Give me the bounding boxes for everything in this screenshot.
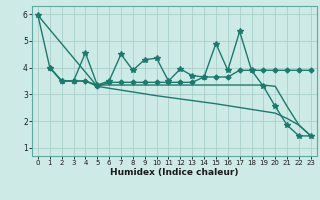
X-axis label: Humidex (Indice chaleur): Humidex (Indice chaleur): [110, 168, 239, 177]
